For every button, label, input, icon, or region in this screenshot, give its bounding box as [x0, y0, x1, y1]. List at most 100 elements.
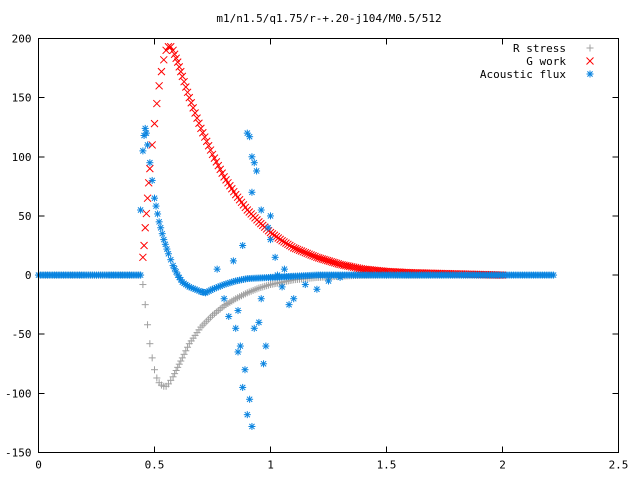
data-point: [289, 244, 298, 252]
y-tick-label: -100: [5, 387, 32, 400]
data-point: [295, 246, 304, 255]
data-point: [336, 273, 344, 281]
data-point: [180, 77, 188, 86]
y-tick-label: 200: [12, 33, 32, 46]
data-point: [307, 251, 315, 259]
data-point: [167, 256, 175, 264]
plot-area: [35, 42, 558, 430]
data-point: [153, 374, 161, 382]
data-point: [239, 383, 247, 391]
data-point: [146, 164, 154, 173]
data-point: [142, 129, 150, 137]
data-point: [191, 109, 199, 117]
data-point: [218, 169, 227, 178]
data-point: [206, 146, 215, 154]
data-point: [152, 99, 161, 108]
series-2: [139, 42, 507, 279]
data-point: [200, 133, 209, 141]
data-point: [146, 340, 154, 348]
data-point: [139, 147, 147, 155]
data-point: [175, 360, 183, 368]
data-point: [141, 223, 150, 232]
legend-marker: [586, 70, 594, 78]
data-point: [290, 295, 298, 303]
data-point: [305, 250, 314, 259]
data-point: [159, 55, 168, 64]
y-tick-label: -150: [5, 447, 32, 460]
data-point: [284, 240, 292, 249]
data-point: [148, 354, 156, 362]
data-point: [139, 281, 147, 289]
data-point: [144, 141, 152, 149]
data-point: [280, 238, 288, 246]
data-point: [162, 46, 170, 55]
data-point: [169, 373, 177, 381]
data-point: [267, 236, 274, 244]
data-point: [176, 67, 185, 76]
data-point: [248, 422, 256, 430]
data-point: [234, 307, 242, 315]
data-point: [140, 241, 148, 250]
data-point: [267, 212, 274, 220]
data-point: [248, 153, 256, 161]
y-tick-label: 50: [18, 210, 31, 223]
data-point: [143, 194, 152, 203]
data-point: [142, 209, 151, 218]
x-tick-label: 0.5: [145, 459, 165, 472]
data-point: [146, 159, 154, 167]
data-point: [155, 218, 163, 226]
data-point: [212, 308, 220, 316]
data-point: [178, 72, 187, 81]
data-point: [282, 239, 290, 247]
data-point: [214, 161, 223, 170]
data-point: [157, 224, 165, 232]
data-point: [250, 324, 258, 332]
data-point: [175, 63, 184, 71]
data-point: [297, 247, 306, 255]
data-point: [181, 83, 190, 91]
data-point: [257, 295, 265, 303]
y-tick-label: 150: [12, 92, 32, 105]
data-point: [264, 224, 272, 232]
data-point: [141, 124, 149, 132]
data-point: [303, 249, 312, 258]
data-point: [187, 98, 196, 107]
data-point: [293, 245, 302, 254]
x-tick-label: 1: [267, 459, 274, 472]
data-point: [273, 271, 281, 279]
data-point: [173, 58, 182, 67]
data-point: [278, 236, 286, 245]
data-point: [236, 342, 244, 350]
legend-label: G work: [526, 55, 566, 68]
y-tick-label: 0: [25, 269, 32, 282]
data-point: [280, 265, 288, 273]
data-point: [193, 114, 201, 122]
data-point: [232, 324, 240, 332]
legend-label: R stress: [513, 42, 566, 55]
data-point: [265, 281, 273, 289]
data-point: [177, 276, 185, 284]
plot-border: [38, 38, 619, 453]
data-point: [260, 360, 268, 368]
data-point: [152, 202, 160, 210]
y-tick-label: -50: [12, 328, 32, 341]
data-point: [246, 133, 254, 141]
data-point: [257, 206, 265, 214]
data-point: [243, 411, 251, 419]
data-point: [148, 176, 156, 184]
legend-marker: [586, 44, 594, 52]
data-point: [220, 295, 228, 303]
chart-title: m1/n1.5/q1.75/r-+.20-j104/M0.5/512: [216, 12, 441, 25]
data-point: [154, 210, 162, 218]
data-point: [250, 159, 258, 167]
data-point: [183, 88, 192, 97]
data-point: [157, 67, 166, 76]
series-1: [35, 271, 506, 390]
data-point: [271, 253, 279, 261]
legend-label: Acoustic flux: [480, 68, 566, 81]
data-point: [214, 307, 222, 315]
data-point: [287, 242, 296, 251]
data-point: [184, 343, 192, 351]
